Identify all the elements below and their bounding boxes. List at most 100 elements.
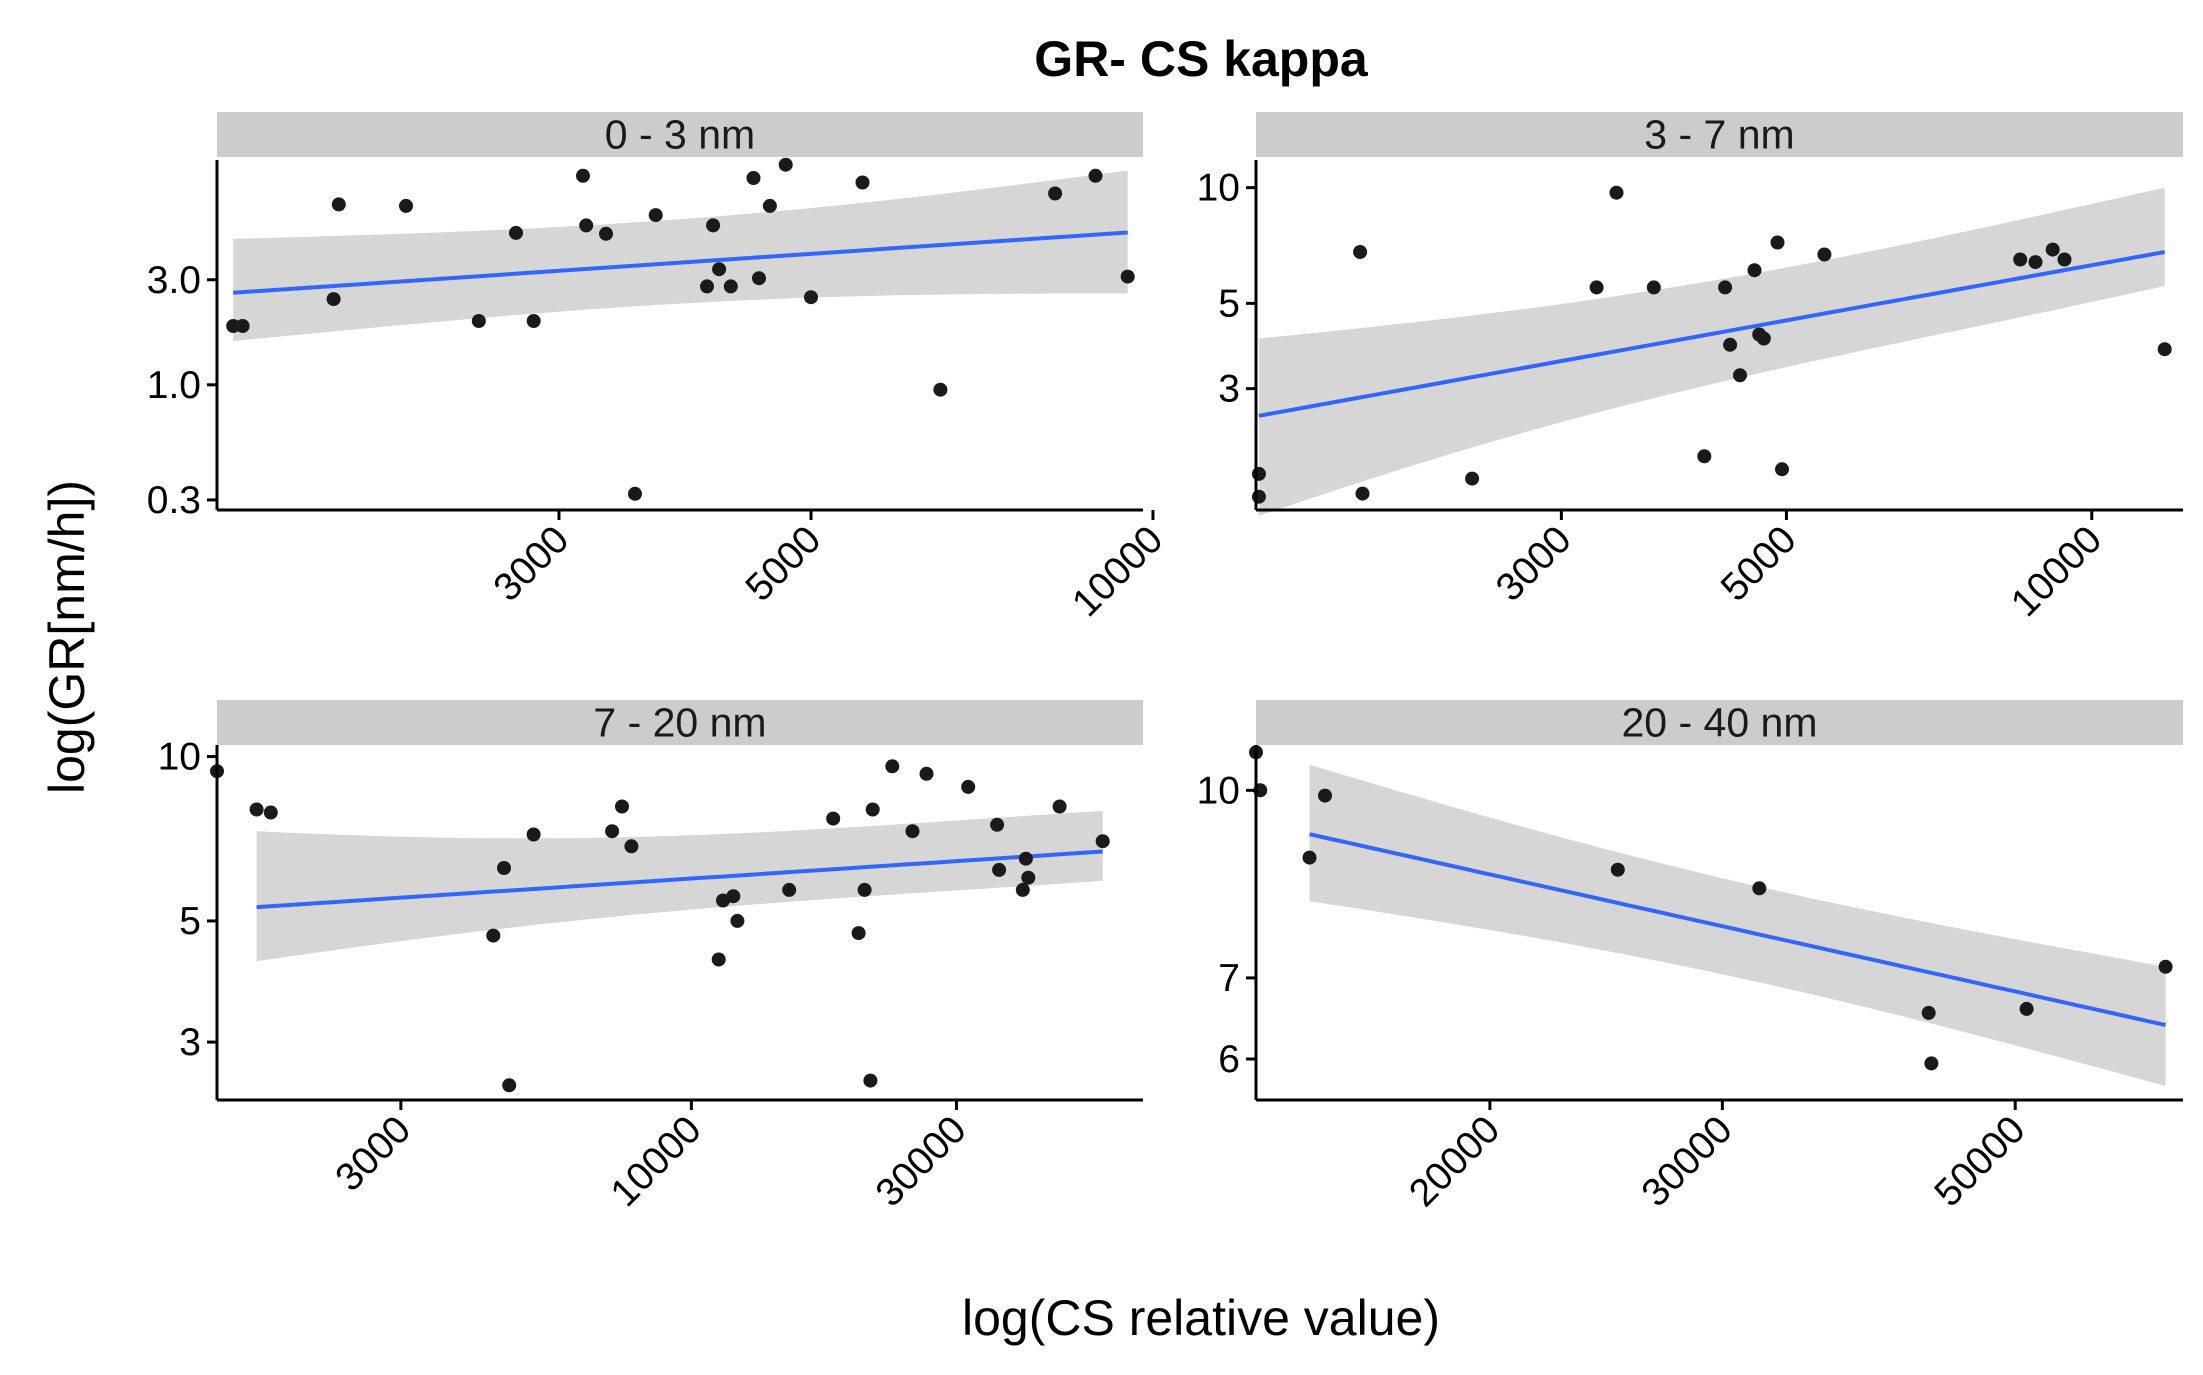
x-tick-label: 30000 (868, 1108, 975, 1215)
data-point (762, 198, 777, 213)
x-tick-label: 10000 (603, 1108, 710, 1215)
confidence-ribbon (256, 811, 1103, 962)
x-tick-label: 20000 (1401, 1108, 1508, 1215)
data-point (1610, 862, 1625, 877)
data-point (1251, 489, 1266, 504)
data-point (700, 279, 714, 294)
data-point (1752, 881, 1767, 896)
data-point (905, 824, 920, 839)
data-point (1646, 280, 1661, 295)
data-point (857, 882, 872, 897)
data-point (1021, 870, 1036, 885)
data-point (615, 799, 629, 814)
x-tick-label: 5000 (738, 518, 830, 610)
data-point (1718, 280, 1733, 295)
data-point (992, 862, 1007, 877)
y-tick-label: 3 (1218, 368, 1240, 411)
x-tick-label: 50000 (1926, 1108, 2033, 1215)
data-point (1775, 462, 1789, 477)
y-tick-label: 6 (1218, 1038, 1240, 1081)
chart-title: GR- CS kappa (1034, 31, 1369, 87)
y-axis-title: log(GR[nm/h]) (39, 480, 95, 794)
data-point (865, 802, 880, 817)
x-tick-label: 3000 (486, 518, 578, 610)
facet-strip (1256, 112, 2183, 157)
x-tick-label: 3000 (328, 1108, 420, 1200)
data-point (1318, 788, 1332, 803)
data-point (624, 839, 639, 854)
data-point (863, 1073, 878, 1088)
data-point (1697, 449, 1712, 464)
facet-strip-label: 7 - 20 nm (593, 700, 766, 746)
facet-strip-label: 20 - 40 nm (1622, 700, 1818, 746)
x-tick-label: 5000 (1713, 518, 1805, 610)
data-point (1052, 799, 1067, 814)
facet-strip (1256, 700, 2183, 745)
data-point (1088, 168, 1103, 183)
data-point (746, 171, 761, 185)
data-point (1921, 1005, 1936, 1020)
y-tick-label: 3 (179, 1021, 201, 1064)
data-point (711, 952, 726, 967)
data-point (1723, 337, 1738, 352)
data-point (628, 486, 642, 501)
data-point (706, 218, 721, 233)
data-point (326, 292, 341, 307)
y-tick-label: 5 (1218, 282, 1240, 325)
data-point (509, 225, 523, 240)
facet-panels: 0 - 3 nm 0.3 1.0 3.0 3000 5000 10000 3 - 7 nm 3 5… (147, 112, 2183, 1215)
data-point (486, 928, 501, 943)
facet-strip (217, 700, 1143, 745)
facet-strip-label: 0 - 3 nm (605, 112, 755, 158)
confidence-ribbon (1309, 764, 2166, 1086)
data-point (1251, 466, 1266, 481)
data-point (961, 779, 976, 794)
data-point (1015, 882, 1030, 897)
data-point (471, 314, 486, 328)
data-point (2158, 959, 2173, 974)
y-tick-label: 10 (1197, 167, 1240, 210)
data-point (399, 198, 413, 213)
data-point (730, 913, 745, 928)
data-point (804, 290, 818, 305)
data-point (1756, 331, 1771, 346)
y-tick-label: 5 (179, 900, 201, 943)
confidence-ribbon (1258, 187, 2165, 516)
data-point (1770, 235, 1785, 250)
data-point (526, 314, 541, 328)
data-point (1609, 185, 1624, 200)
data-point (2045, 242, 2060, 257)
data-point (1733, 368, 1747, 383)
y-tick-label: 7 (1218, 957, 1240, 1000)
fit-line (233, 230, 1128, 295)
data-point (599, 226, 613, 241)
data-point (885, 759, 900, 774)
data-point (497, 861, 511, 875)
data-point (2057, 252, 2072, 267)
data-point (933, 382, 948, 397)
data-point (1302, 850, 1317, 865)
data-point (2028, 255, 2043, 270)
y-tick-label: 3.0 (147, 259, 201, 302)
y-tick-label: 10 (158, 736, 201, 779)
data-point (752, 271, 766, 286)
data-point (235, 319, 250, 333)
x-tick-label: 3000 (1488, 518, 1580, 610)
fit-line (256, 849, 1103, 910)
fit-line (1309, 832, 2167, 1028)
y-tick-label: 0.3 (147, 479, 201, 522)
data-point (1817, 247, 1832, 262)
data-point (249, 802, 264, 817)
data-point (648, 208, 663, 223)
facet-panel: 0 - 3 nm 0.3 1.0 3.0 3000 5000 10000 (147, 112, 1172, 626)
data-point (502, 1078, 517, 1093)
data-point (855, 175, 870, 190)
data-point (605, 824, 620, 839)
data-point (579, 218, 594, 233)
y-tick-label: 1.0 (147, 364, 201, 407)
x-tick-label: 30000 (1634, 1108, 1741, 1215)
x-axis-title: log(CS relative value) (962, 1290, 1440, 1346)
data-point (778, 157, 793, 172)
data-point (576, 168, 590, 183)
